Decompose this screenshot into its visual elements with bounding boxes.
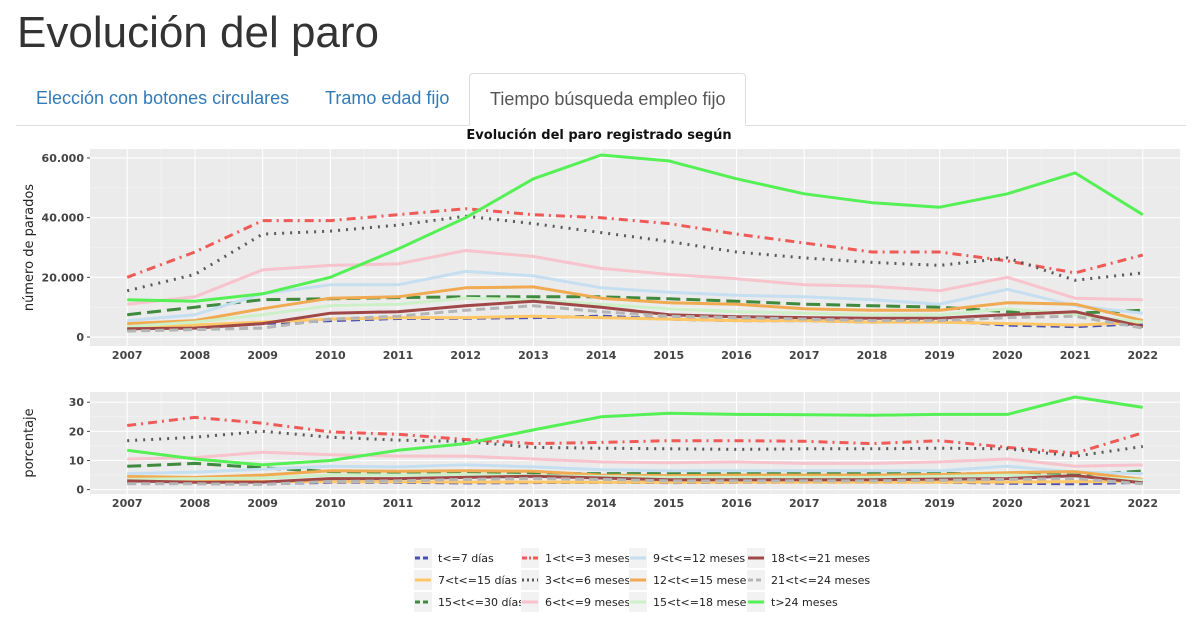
series-line <box>127 429 1144 458</box>
x-tick-label: 2019 <box>924 497 955 510</box>
x-tick-label: 2007 <box>112 497 143 510</box>
legend-label: t>24 meses <box>771 596 838 609</box>
x-tick-label: 2020 <box>992 497 1023 510</box>
x-tick-label: 2013 <box>518 349 549 362</box>
series-line <box>127 463 1143 476</box>
x-tick-label: 2016 <box>721 349 752 362</box>
y-tick-label: 0 <box>76 331 84 344</box>
legend-label: 15<t<=18 meses <box>653 596 752 609</box>
legend-key <box>521 570 539 590</box>
legend-label: 21<t<=24 meses <box>771 574 870 587</box>
legend-label: t<=7 días <box>438 552 494 565</box>
series-line <box>127 285 1144 326</box>
y-tick-label: 60.000 <box>42 152 85 165</box>
series-line <box>127 296 1143 329</box>
x-tick-label: 2014 <box>586 497 617 510</box>
legend-label: 7<t<=15 días <box>438 574 517 587</box>
tab-eleccion-botones-circulares[interactable]: Elección con botones circulares <box>36 88 290 108</box>
x-tick-label: 2022 <box>1127 349 1158 362</box>
x-tick-label: 2022 <box>1127 497 1158 510</box>
series-line <box>127 153 1144 303</box>
x-tick-label: 2010 <box>315 349 346 362</box>
series-line <box>127 269 1143 323</box>
y-tick-label: 30 <box>69 396 85 409</box>
legend-label: 6<t<=9 meses <box>545 596 630 609</box>
series-line <box>127 415 1144 455</box>
y-tick-label: 40.000 <box>42 212 85 225</box>
x-tick-label: 2016 <box>721 497 752 510</box>
series-line <box>127 249 1143 306</box>
y-axis-label: número de parados <box>22 184 37 311</box>
x-tick-label: 2021 <box>1060 497 1091 510</box>
series-line <box>127 477 1143 486</box>
x-tick-label: 2017 <box>789 349 820 362</box>
legend-label: 9<t<=12 meses <box>653 552 745 565</box>
tab-bar: Elección con botones circulares Tramo ed… <box>16 73 1186 126</box>
x-tick-label: 2007 <box>112 349 143 362</box>
panel-count: 2007 2008 2009 2010 2011 2012 2013 2014 2015 2016… <box>22 149 1180 362</box>
x-tick-label: 2008 <box>180 497 211 510</box>
x-tick-label: 2008 <box>180 349 211 362</box>
x-tick-label: 2009 <box>247 349 278 362</box>
x-tick-label: 2020 <box>992 349 1023 362</box>
panel-percentage: 2007 2008 2009 2010 2011 2012 2013 2014 2015 2016… <box>22 392 1180 510</box>
tab-tramo-edad-fijo[interactable]: Tramo edad fijo <box>325 88 450 108</box>
legend-label: 15<t<=30 días <box>438 596 524 609</box>
x-tick-label: 2011 <box>383 497 414 510</box>
x-tick-label: 2013 <box>518 497 549 510</box>
series-line <box>127 473 1143 482</box>
x-tick-label: 2015 <box>654 497 685 510</box>
series-line <box>127 299 1144 331</box>
legend-label: 3<t<=6 meses <box>545 574 630 587</box>
x-tick-label: 2015 <box>654 349 685 362</box>
y-tick-label: 20.000 <box>42 271 85 284</box>
y-tick-label: 20 <box>69 425 85 438</box>
x-tick-label: 2012 <box>450 497 481 510</box>
x-tick-label: 2014 <box>586 349 617 362</box>
legend-label: 18<t<=21 meses <box>771 552 870 565</box>
series-line <box>127 304 1144 333</box>
tab-tiempo-busqueda-empleo-fijo[interactable]: Tiempo búsqueda empleo fijo <box>469 73 747 126</box>
x-tick-label: 2011 <box>383 349 414 362</box>
series-line <box>126 207 1144 279</box>
legend: t<=7 días 7<t<=15 días 15<t<=30 días 1<t<=3… <box>410 545 882 612</box>
page-title: Evolución del paro <box>17 8 380 57</box>
series-line <box>127 314 1143 329</box>
x-tick-label: 2012 <box>450 349 481 362</box>
x-tick-label: 2018 <box>857 349 888 362</box>
legend-label: 1<t<=3 meses <box>545 552 630 565</box>
x-tick-label: 2017 <box>789 497 820 510</box>
series-line <box>127 295 1143 317</box>
series-line <box>127 450 1143 468</box>
x-tick-label: 2009 <box>247 497 278 510</box>
x-tick-label: 2010 <box>315 497 346 510</box>
y-tick-label: 10 <box>69 454 85 467</box>
x-tick-label: 2019 <box>924 349 955 362</box>
series-line <box>127 395 1144 467</box>
y-axis-label: porcentaje <box>22 408 37 477</box>
y-tick-label: 0 <box>76 484 84 497</box>
chart-title: Evolución del paro registrado según <box>466 128 731 143</box>
x-tick-label: 2021 <box>1060 349 1091 362</box>
x-tick-label: 2018 <box>857 497 888 510</box>
series-line <box>127 469 1143 481</box>
legend-label: 12<t<=15 meses <box>653 574 752 587</box>
